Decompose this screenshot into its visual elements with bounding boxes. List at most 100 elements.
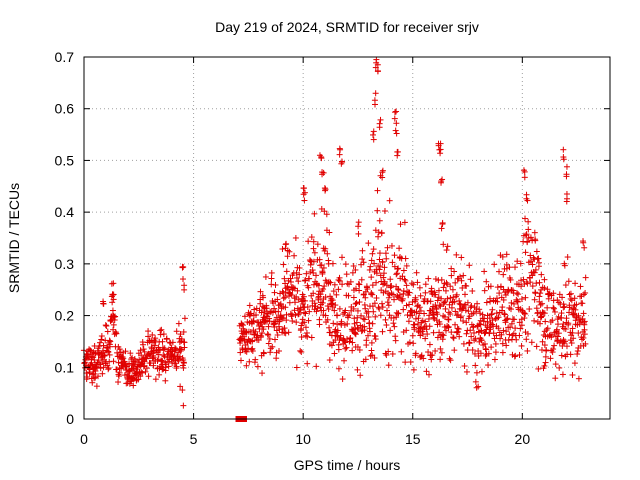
data-point [523,195,530,202]
data-point [266,315,273,322]
data-point [492,340,499,347]
data-point [350,294,357,301]
data-point [434,311,441,318]
data-point [438,295,445,302]
data-point [427,298,434,305]
data-point [355,280,362,287]
data-point [162,377,169,384]
data-point [452,308,459,315]
data-point [571,360,578,367]
data-point [536,279,543,286]
data-point [84,374,91,381]
data-point [536,293,543,300]
data-point [512,352,519,359]
data-point [505,337,512,344]
data-point [345,314,352,321]
data-point [320,286,327,293]
data-point [275,348,282,355]
data-point [529,283,536,290]
data-point [582,340,589,347]
data-point [284,283,291,290]
data-point [292,234,299,241]
data-point [353,300,360,307]
data-point [543,347,550,354]
data-point [352,266,359,273]
data-point [173,328,180,335]
data-point [350,305,357,312]
data-point [542,318,549,325]
data-point [339,254,346,261]
data-point [308,234,315,241]
data-point [351,315,358,322]
data-point [110,358,117,365]
data-point [580,310,587,317]
data-point [352,285,359,292]
data-point [285,286,292,293]
data-point [322,245,329,252]
data-point [352,331,359,338]
data-point [260,294,267,301]
data-point [324,250,331,257]
data-point [137,347,144,354]
data-point [329,260,336,267]
data-point [92,374,99,381]
data-point [448,265,455,272]
data-point [527,234,534,241]
data-point [447,294,454,301]
data-point [275,308,282,315]
data-point [109,292,116,299]
data-point [440,284,447,291]
y-tick-label: 0.5 [55,152,75,168]
data-point [445,323,452,330]
data-point [527,258,534,265]
data-point [180,364,187,371]
data-point [403,262,410,269]
data-point [508,306,515,313]
data-point [139,369,146,376]
data-point [271,305,278,312]
data-point [506,264,513,271]
data-point [390,291,397,298]
data-point [471,337,478,344]
data-point [459,284,466,291]
data-point [302,324,309,331]
data-point [437,146,444,153]
data-point [347,334,354,341]
data-point [372,336,379,343]
data-point [300,293,307,300]
data-point [567,351,574,358]
data-point [460,317,467,324]
data-point [563,163,570,170]
data-point [341,357,348,364]
data-point [94,364,101,371]
data-point [443,327,450,334]
data-point [478,337,485,344]
data-point [266,335,273,342]
data-point [508,287,515,294]
data-point [350,262,357,269]
data-point [458,254,465,261]
data-point [425,275,432,282]
data-point [334,312,341,319]
data-point [282,241,289,248]
data-point [485,350,492,357]
data-point [296,265,303,272]
data-point [560,146,567,153]
data-point [149,331,156,338]
data-point [368,257,375,264]
data-point [264,331,271,338]
data-point [93,383,100,390]
data-point [142,368,149,375]
data-point [364,332,371,339]
data-point [456,333,463,340]
data-point [394,148,401,155]
data-point [320,169,327,176]
data-point [363,342,370,349]
data-point [102,322,109,329]
data-point [461,302,468,309]
data-point [437,150,444,157]
data-point [565,320,572,327]
data-point [422,335,429,342]
data-point [396,245,403,252]
data-point [176,356,182,363]
